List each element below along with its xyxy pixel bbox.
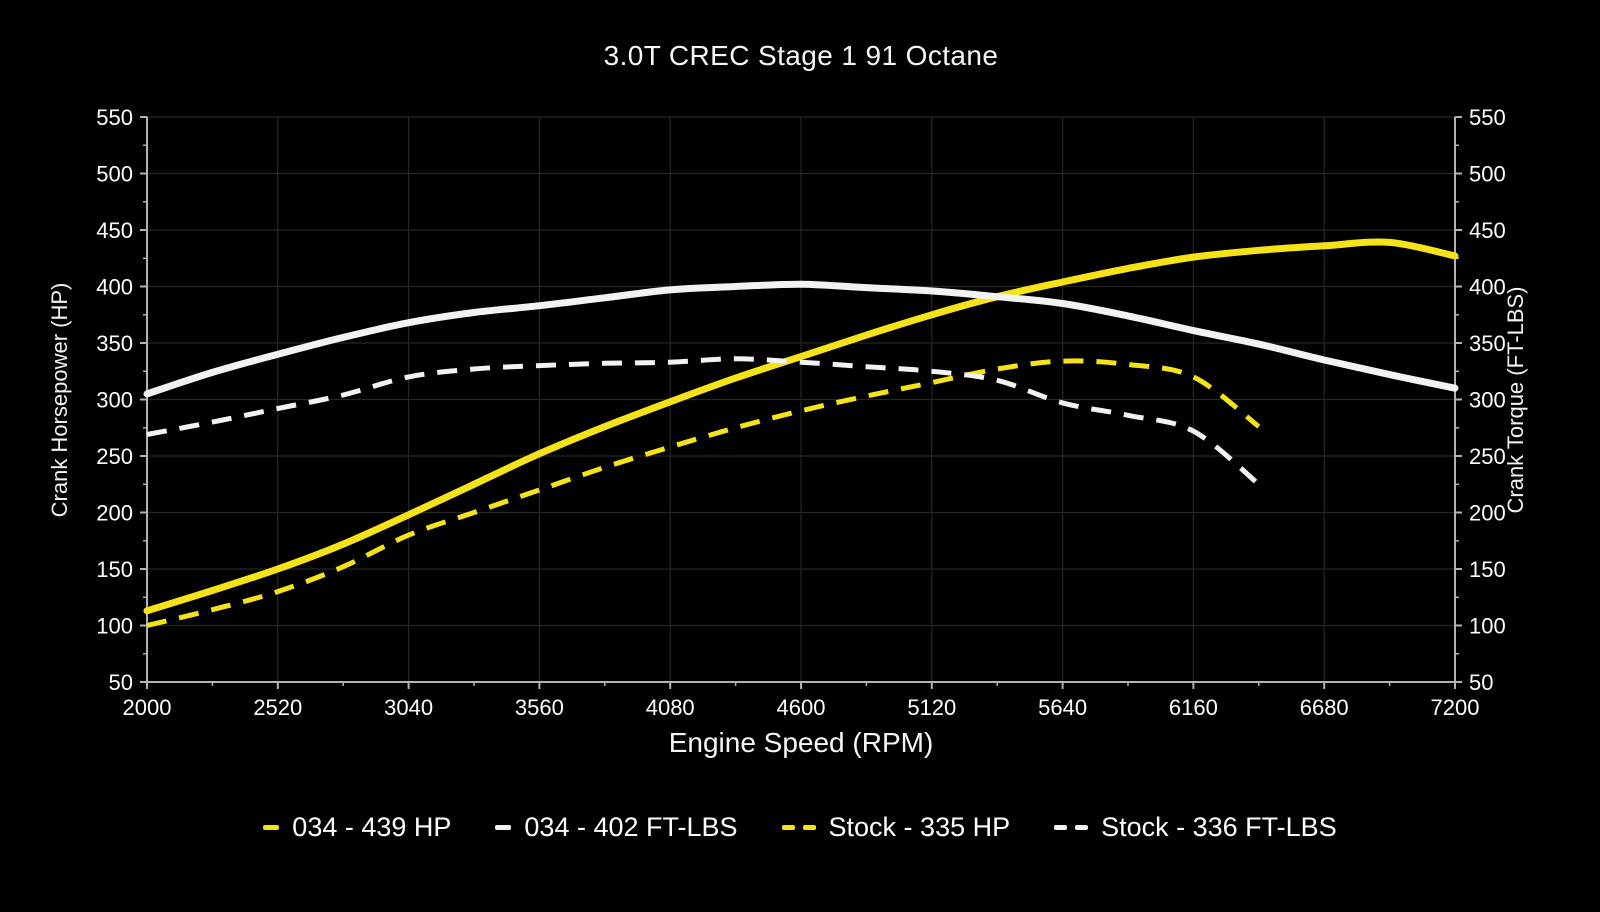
x-axis-label: Engine Speed (RPM): [668, 727, 934, 758]
x-tick-label: 6680: [1300, 695, 1349, 720]
x-tick-label: 3560: [515, 695, 564, 720]
y-tick-label-left: 300: [96, 388, 133, 413]
legend-label: 034 - 402 FT-LBS: [524, 812, 738, 842]
y-tick-label-left: 100: [96, 614, 133, 639]
y-tick-label-right: 150: [1469, 557, 1506, 582]
legend-dash: [802, 825, 816, 830]
legend-item: Stock - 336 FT-LBS: [1054, 812, 1337, 843]
legend-dash: [263, 825, 280, 830]
legend-item: Stock - 335 HP: [781, 812, 1011, 843]
legend-label: Stock - 336 FT-LBS: [1101, 812, 1337, 842]
y-tick-label-right: 350: [1469, 331, 1506, 356]
x-tick-label: 6160: [1169, 695, 1218, 720]
dashed-line-swatch-icon: [1054, 825, 1089, 830]
y-tick-label-left: 350: [96, 331, 133, 356]
legend-item: 034 - 439 HP: [263, 812, 451, 843]
x-tick-label: 5640: [1038, 695, 1087, 720]
y-tick-label-right: 200: [1469, 501, 1506, 526]
x-tick-label: 2520: [253, 695, 302, 720]
y-tick-label-left: 150: [96, 557, 133, 582]
legend-dash: [495, 825, 512, 830]
x-tick-label: 4600: [777, 695, 826, 720]
y-tick-label-right: 50: [1469, 670, 1493, 695]
y-tick-label-left: 550: [96, 105, 133, 130]
y-tick-label-left: 50: [109, 670, 133, 695]
series-line-034-402-ft-lbs: [143, 280, 1459, 398]
legend-dash: [1075, 825, 1089, 830]
series-line-stock-336-ft-lbs: [146, 356, 1261, 487]
y-tick-label-right: 400: [1469, 275, 1506, 300]
x-tick-label: 3040: [384, 695, 433, 720]
y-tick-label-right: 250: [1469, 444, 1506, 469]
y-tick-label-left: 400: [96, 275, 133, 300]
solid-line-swatch-icon: [263, 825, 280, 830]
x-tick-label: 7200: [1431, 695, 1480, 720]
legend-label: Stock - 335 HP: [828, 812, 1011, 842]
legend-item: 034 - 402 FT-LBS: [495, 812, 738, 843]
solid-line-swatch-icon: [495, 825, 512, 830]
y-axis-label-left: Crank Horsepower (HP): [47, 282, 72, 518]
y-tick-label-right: 450: [1469, 218, 1506, 243]
legend-label: 034 - 439 HP: [292, 812, 452, 842]
legend-dash: [1054, 825, 1068, 830]
series-line-034-439-hp: [143, 238, 1459, 615]
x-tick-label: 4080: [646, 695, 695, 720]
y-tick-label-left: 500: [96, 162, 133, 187]
dashed-line-swatch-icon: [781, 825, 816, 830]
x-tick-label: 2000: [123, 695, 172, 720]
x-tick-label: 5120: [907, 695, 956, 720]
y-tick-label-left: 450: [96, 218, 133, 243]
y-tick-label-right: 500: [1469, 162, 1506, 187]
y-axis-label-right: Crank Torque (FT-LBS): [1503, 286, 1528, 514]
legend-dash: [781, 825, 795, 830]
legend: 034 - 439 HP 034 - 402 FT-LBS Stock - 335 …: [0, 812, 1600, 843]
y-tick-label-right: 300: [1469, 388, 1506, 413]
chart-title: 3.0T CREC Stage 1 91 Octane: [603, 40, 999, 71]
y-tick-label-left: 200: [96, 501, 133, 526]
series-line-stock-335-hp: [146, 358, 1261, 628]
y-tick-label-right: 100: [1469, 614, 1506, 639]
y-tick-label-right: 550: [1469, 105, 1506, 130]
y-tick-label-left: 250: [96, 444, 133, 469]
